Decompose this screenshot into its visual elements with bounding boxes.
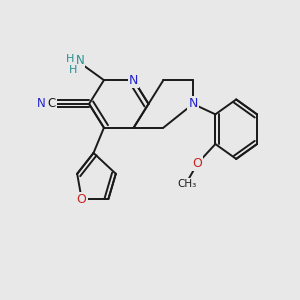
Text: CH₃: CH₃: [178, 179, 197, 189]
Text: N: N: [188, 98, 198, 110]
Text: O: O: [193, 157, 202, 170]
Text: N: N: [129, 74, 138, 87]
Text: H: H: [66, 54, 74, 64]
Text: N: N: [37, 98, 46, 110]
Text: N: N: [76, 54, 85, 67]
Text: O: O: [77, 193, 87, 206]
Text: C: C: [48, 98, 56, 110]
Text: H: H: [68, 65, 77, 75]
